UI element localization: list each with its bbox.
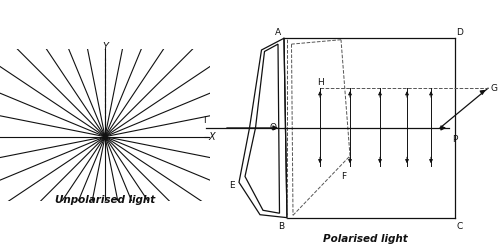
Text: H: H [316,78,324,87]
Text: C: C [456,222,462,231]
Text: Polarised light: Polarised light [322,234,408,244]
Text: D: D [456,28,463,37]
Text: Y: Y [102,42,108,52]
Text: O: O [270,124,277,132]
Text: Unpolarised light: Unpolarised light [55,195,155,205]
Text: X: X [209,132,216,142]
Text: F: F [342,172,346,181]
Text: P: P [452,135,458,144]
Text: A: A [275,28,281,37]
Text: B: B [278,222,284,231]
Text: I: I [203,116,206,125]
Text: E: E [228,181,234,190]
Text: G: G [490,84,498,93]
